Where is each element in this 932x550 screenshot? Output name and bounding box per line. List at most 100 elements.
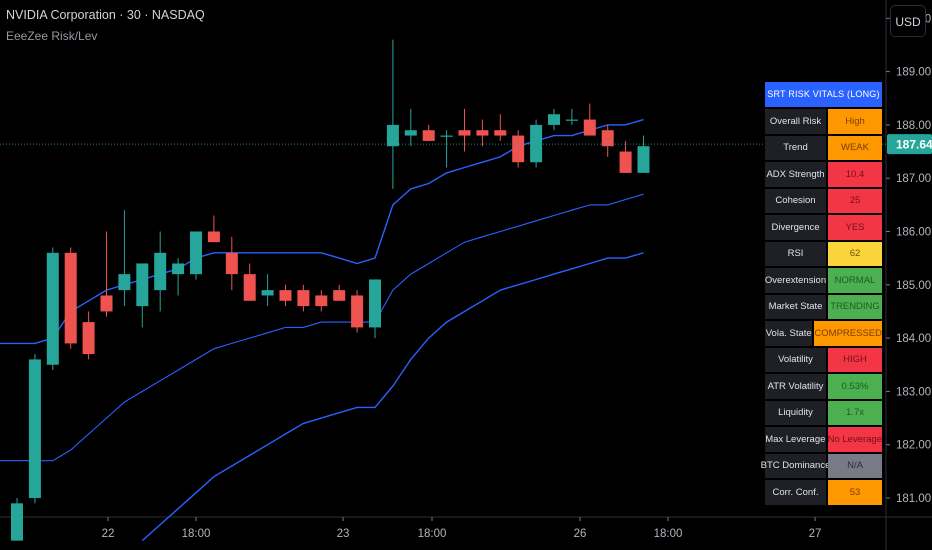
candle	[351, 290, 364, 333]
vitals-value: N/A	[828, 453, 882, 478]
candle-body	[261, 290, 274, 296]
candle	[243, 263, 256, 301]
candle-body	[82, 322, 95, 355]
candle	[637, 135, 650, 173]
candle-body	[422, 130, 435, 141]
price-tick-label: 181.00	[896, 493, 931, 505]
candle	[100, 231, 113, 317]
candle-body	[333, 290, 346, 301]
risk-vitals-table: SRT RISK VITALS (LONG) Overall Risk High T…	[761, 82, 882, 507]
candle	[190, 231, 202, 280]
time-axis[interactable]: 22 18:00 23 18:00 26 18:00 27	[102, 517, 822, 540]
vitals-row: Volatility HIGH	[765, 347, 882, 372]
candle	[422, 124, 435, 141]
band-middle-line	[0, 193, 644, 462]
candle-body	[565, 119, 578, 121]
price-tick-label: 189.00	[896, 67, 931, 79]
chart-header: NVIDIA Corporation · 30 · NASDAQ EeeZee …	[6, 8, 205, 43]
vitals-label: Overextension	[765, 268, 826, 293]
vitals-value: 53	[828, 480, 882, 505]
candle	[583, 103, 596, 136]
last-price-tag	[887, 134, 932, 155]
candle	[225, 236, 238, 291]
price-tick-label: 187.00	[896, 173, 931, 185]
candle	[46, 247, 59, 371]
candle-body	[297, 290, 310, 307]
candle	[404, 108, 417, 147]
price-tick-label: 185.00	[896, 280, 931, 292]
candle	[64, 247, 77, 349]
price-bands	[0, 118, 644, 542]
candle-body	[601, 130, 614, 147]
candle-body	[530, 124, 543, 163]
vitals-label: Divergence	[765, 215, 826, 240]
candle	[619, 140, 632, 173]
indicator-label[interactable]: EeeZee Risk/Lev	[6, 29, 98, 43]
candle	[369, 279, 381, 339]
candle-body	[225, 252, 238, 275]
candle	[172, 258, 185, 296]
candle	[548, 108, 560, 131]
last-price-marker: 187.64	[0, 134, 932, 155]
currency-button[interactable]: USD	[890, 5, 926, 37]
vitals-value: COMPRESSED	[814, 321, 882, 346]
vitals-value: 25	[828, 188, 882, 213]
candle-body	[64, 252, 77, 344]
symbol-title[interactable]: NVIDIA Corporation · 30 · NASDAQ	[6, 8, 205, 22]
candle-body	[136, 263, 149, 307]
vitals-value: YES	[828, 215, 882, 240]
candle	[530, 119, 543, 168]
price-tick-label: 184.00	[896, 333, 931, 345]
vitals-label: Vola. State	[765, 321, 813, 346]
price-tick-label: 186.00	[896, 227, 931, 239]
candle	[261, 274, 274, 307]
candle	[440, 130, 453, 168]
vitals-label: Corr. Conf.	[765, 480, 826, 505]
candle-body	[46, 252, 59, 365]
candle	[297, 284, 310, 312]
vitals-row: Overextension NORMAL	[765, 268, 882, 293]
time-tick-label: 23	[337, 528, 350, 540]
vitals-label: Max Leverage	[765, 427, 826, 452]
candle	[11, 498, 23, 541]
price-tick-label: 183.00	[896, 386, 931, 398]
vitals-row: Market State TRENDING	[765, 294, 882, 319]
candle-body	[637, 146, 650, 173]
candle	[494, 114, 507, 141]
candle	[28, 354, 41, 504]
candle-body	[207, 231, 220, 243]
vitals-row: Overall Risk High	[765, 109, 882, 134]
vitals-value: 1.7x	[828, 400, 882, 425]
vitals-label: Volatility	[765, 347, 826, 372]
candle-body	[494, 130, 507, 136]
vitals-value: No Leverage	[827, 427, 882, 452]
candle	[82, 311, 95, 360]
time-tick-label: 22	[102, 528, 115, 540]
candle	[279, 284, 292, 307]
price-tick-label: 182.00	[896, 440, 931, 452]
candle-body	[583, 119, 596, 136]
time-tick-label: 26	[574, 528, 587, 540]
vitals-label: Market State	[765, 294, 826, 319]
vitals-row: Liquidity 1.7x	[765, 400, 882, 425]
candle-body	[100, 295, 113, 312]
vitals-label: ADX Strength	[765, 162, 826, 187]
vitals-value: NORMAL	[828, 268, 882, 293]
vitals-row: Trend WEAK	[765, 135, 882, 160]
vitals-value: HIGH	[828, 347, 882, 372]
vitals-row: Corr. Conf. 53	[765, 480, 882, 505]
vitals-label: Overall Risk	[765, 109, 826, 134]
candle-body	[172, 263, 185, 275]
last-price-label: 187.64	[896, 138, 932, 152]
vitals-row: ADX Strength 10.4	[765, 162, 882, 187]
candle	[512, 130, 525, 168]
candle-body	[476, 130, 489, 136]
candle	[315, 290, 328, 312]
vitals-label: RSI	[765, 241, 826, 266]
candle-body	[11, 503, 23, 541]
vitals-row: Cohesion 25	[765, 188, 882, 213]
candle-body	[458, 130, 471, 136]
vitals-row: Max Leverage No Leverage	[765, 427, 882, 452]
